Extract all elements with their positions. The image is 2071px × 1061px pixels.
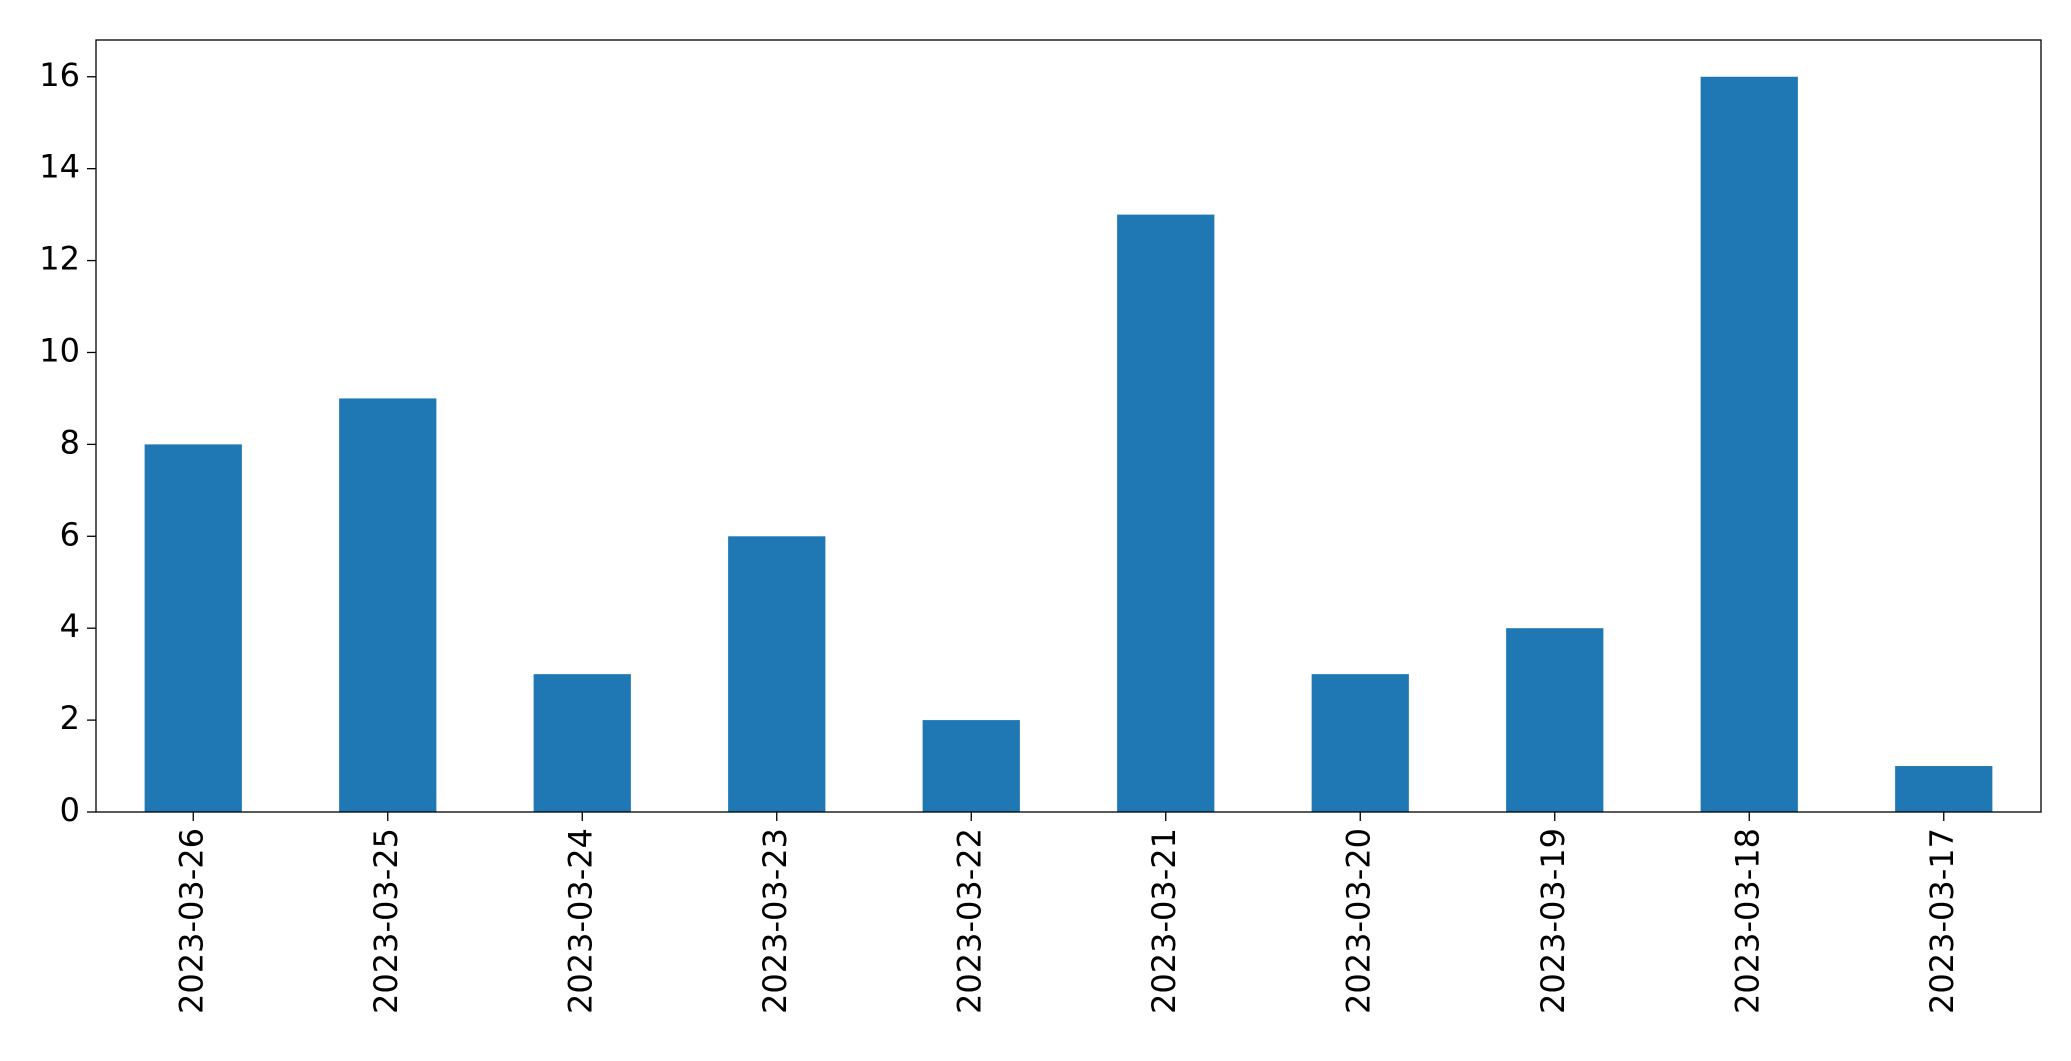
y-tick-label: 0	[60, 791, 80, 829]
bar	[922, 720, 1020, 812]
bar	[339, 398, 437, 812]
x-tick-label: 2023-03-26	[172, 828, 210, 1014]
plot-frame	[95, 39, 2042, 813]
y-tick-label: 6	[60, 515, 80, 553]
x-tick-label: 2023-03-21	[1145, 828, 1183, 1014]
bar	[728, 536, 826, 812]
x-tick-label: 2023-03-20	[1339, 828, 1377, 1014]
y-tick-label: 16	[39, 56, 80, 94]
bar	[533, 674, 631, 812]
x-tick-label: 2023-03-22	[950, 828, 988, 1014]
bar	[1117, 214, 1215, 813]
y-tick-label: 2	[60, 699, 80, 737]
y-tick-label: 14	[39, 148, 80, 186]
x-tick-label: 2023-03-24	[561, 828, 599, 1014]
y-tick-label: 12	[39, 240, 80, 278]
x-tick-label: 2023-03-25	[367, 828, 405, 1014]
x-tick-label: 2023-03-17	[1923, 828, 1961, 1014]
bar	[1506, 628, 1604, 812]
y-tick-label: 4	[60, 607, 80, 645]
bar	[144, 444, 242, 812]
y-tick-label: 8	[60, 423, 80, 461]
bar	[1700, 76, 1798, 812]
bar	[1311, 674, 1409, 812]
x-tick-label: 2023-03-23	[756, 828, 794, 1014]
x-tick-label: 2023-03-18	[1728, 828, 1766, 1014]
bar	[1895, 766, 1993, 812]
x-tick-label: 2023-03-19	[1534, 828, 1572, 1014]
y-tick-label: 10	[39, 331, 80, 369]
